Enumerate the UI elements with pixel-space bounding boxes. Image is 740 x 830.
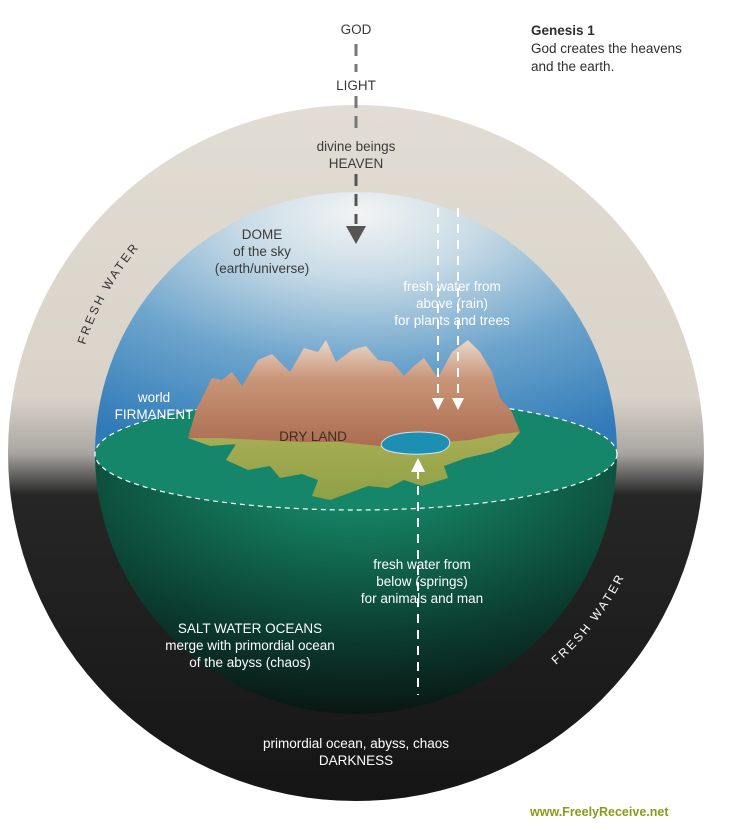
firmament-line-2: FIRMANENT: [114, 407, 194, 422]
caption: Genesis 1 God creates the heavens and th…: [531, 22, 682, 76]
rain-line-3: for plants and trees: [394, 313, 510, 328]
god-label: GOD: [340, 22, 372, 37]
springs-label: fresh water from below (springs) for ani…: [342, 556, 502, 607]
caption-line-1: God creates the heavens: [531, 41, 682, 56]
springs-line-1: fresh water from: [373, 557, 471, 572]
rain-line-1: fresh water from: [403, 279, 501, 294]
springs-line-3: for animals and man: [360, 591, 484, 606]
heaven-line-1: divine beings: [316, 139, 396, 154]
heaven-label: divine beings HEAVEN: [296, 138, 416, 172]
dome-line-1: DOME: [241, 227, 283, 242]
oceans-line-2: merge with primordial ocean: [165, 638, 335, 653]
credit-link[interactable]: www.FreelyReceive.net: [530, 805, 669, 819]
oceans-line-3: of the abyss (chaos): [189, 655, 311, 670]
dry-land-label: DRY LAND: [279, 429, 347, 444]
oceans-label: SALT WATER OCEANS merge with primordial …: [150, 620, 350, 671]
heaven-line-2: HEAVEN: [328, 156, 384, 171]
caption-line-2: and the earth.: [531, 59, 615, 74]
dome-line-3: (earth/universe): [214, 261, 310, 276]
rain-line-2: above (rain): [415, 296, 489, 311]
oceans-line-1: SALT WATER OCEANS: [177, 621, 323, 636]
rain-arrows: [432, 208, 464, 410]
firmament-line-1: world: [137, 390, 171, 405]
rain-label: fresh water from above (rain) for plants…: [372, 278, 532, 329]
lake: [380, 431, 451, 455]
light-label: LIGHT: [336, 78, 376, 93]
caption-title: Genesis 1: [531, 23, 595, 38]
mountains: [188, 340, 520, 452]
abyss-line-1: primordial ocean, abyss, chaos: [262, 736, 450, 751]
firmament-label: world FIRMANENT: [108, 389, 200, 423]
dome-label: DOME of the sky (earth/universe): [202, 226, 322, 277]
abyss-line-2: DARKNESS: [318, 753, 394, 768]
divine-arrow: [346, 44, 366, 244]
dome-line-2: of the sky: [233, 244, 291, 259]
springs-arrow: [411, 458, 425, 695]
springs-line-2: below (springs): [376, 574, 468, 589]
abyss-label: primordial ocean, abyss, chaos DARKNESS: [236, 735, 476, 769]
